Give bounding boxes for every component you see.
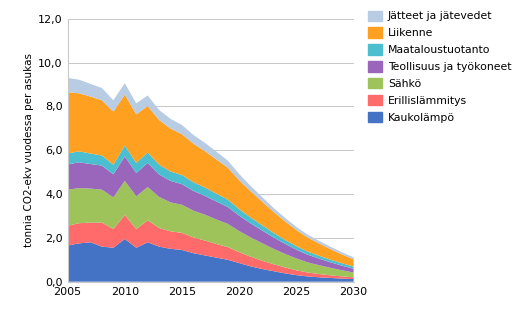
Legend: Jätteet ja jätevedet, Liikenne, Maataloustuotanto, Teollisuus ja työkoneet, Sähk: Jätteet ja jätevedet, Liikenne, Maatalou…: [364, 6, 516, 127]
Y-axis label: tonnia CO2-ekv vuodessa per asukas: tonnia CO2-ekv vuodessa per asukas: [24, 53, 34, 247]
